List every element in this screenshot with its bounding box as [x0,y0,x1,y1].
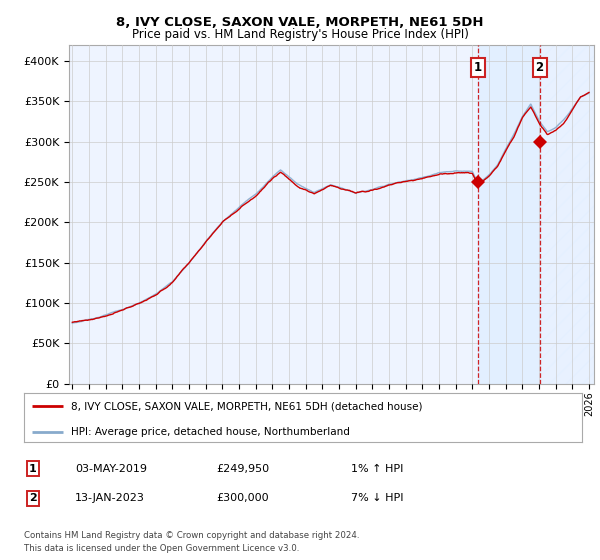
Text: This data is licensed under the Open Government Licence v3.0.: This data is licensed under the Open Gov… [24,544,299,553]
Text: 2: 2 [536,61,544,74]
Text: 7% ↓ HPI: 7% ↓ HPI [351,493,404,503]
Text: 8, IVY CLOSE, SAXON VALE, MORPETH, NE61 5DH (detached house): 8, IVY CLOSE, SAXON VALE, MORPETH, NE61 … [71,402,423,412]
Bar [478,45,539,384]
Text: 03-MAY-2019: 03-MAY-2019 [75,464,147,474]
Text: 1: 1 [474,61,482,74]
Text: 13-JAN-2023: 13-JAN-2023 [75,493,145,503]
Text: £249,950: £249,950 [216,464,269,474]
Text: Contains HM Land Registry data © Crown copyright and database right 2024.: Contains HM Land Registry data © Crown c… [24,531,359,540]
Text: 2: 2 [29,493,37,503]
Text: Price paid vs. HM Land Registry's House Price Index (HPI): Price paid vs. HM Land Registry's House … [131,28,469,41]
Text: HPI: Average price, detached house, Northumberland: HPI: Average price, detached house, Nort… [71,427,350,437]
Text: 1% ↑ HPI: 1% ↑ HPI [351,464,403,474]
Text: 8, IVY CLOSE, SAXON VALE, MORPETH, NE61 5DH: 8, IVY CLOSE, SAXON VALE, MORPETH, NE61 … [116,16,484,29]
Text: 1: 1 [29,464,37,474]
Bar [539,45,598,384]
Text: £300,000: £300,000 [216,493,269,503]
